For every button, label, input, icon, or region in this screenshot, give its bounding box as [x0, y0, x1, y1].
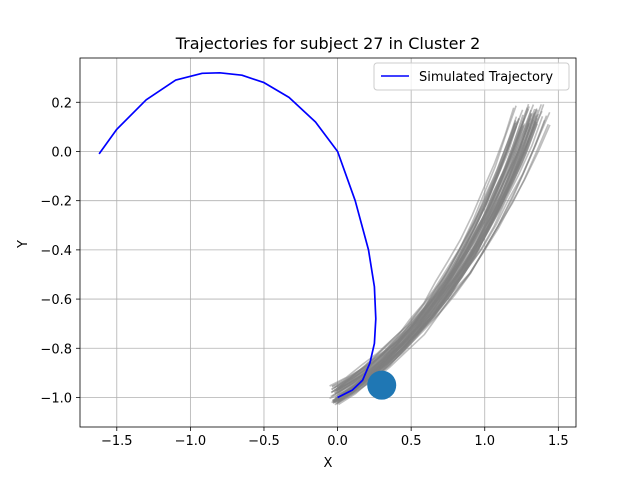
- y-tick-label: 0.2: [51, 96, 72, 111]
- observed-trajectory-line: [336, 114, 524, 402]
- observed-trajectory-line: [331, 122, 516, 391]
- observed-trajectory-line: [337, 125, 518, 389]
- observed-trajectories: [329, 103, 551, 406]
- legend-box: [373, 62, 570, 91]
- y-tick-label: −0.6: [40, 293, 72, 308]
- simulated-trajectory-group: [98, 71, 377, 399]
- observed-trajectory-line: [334, 125, 524, 391]
- observed-trajectory-line: [333, 126, 535, 389]
- y-tick-label: −0.4: [40, 244, 72, 259]
- x-tick-label: −1.5: [101, 434, 133, 449]
- y-tick-label: −1.0: [40, 391, 72, 406]
- observed-trajectory-line: [332, 121, 519, 405]
- observed-trajectory-line: [334, 104, 535, 395]
- simulated-trajectory-line: [98, 71, 377, 399]
- legend-label-simulated: Simulated Trajectory: [419, 70, 553, 85]
- observed-trajectory-line: [337, 109, 532, 394]
- x-axis-label: X: [324, 456, 333, 471]
- observed-trajectory-line: [329, 121, 518, 387]
- x-tick-label: 1.0: [474, 434, 495, 449]
- observed-trajectory-line: [337, 119, 517, 400]
- observed-trajectory-line: [338, 116, 518, 389]
- plot-frame: [79, 57, 577, 428]
- marker-point: [367, 370, 397, 400]
- observed-trajectory-line: [335, 114, 538, 400]
- observed-trajectory-line: [332, 122, 517, 403]
- y-axis-label: Y: [16, 240, 31, 249]
- x-tick-label: 1.5: [548, 434, 569, 449]
- legend: Simulated Trajectory: [373, 62, 570, 91]
- y-tick-label: −0.8: [40, 342, 72, 357]
- observed-trajectory-line: [330, 118, 521, 394]
- marker-group: [367, 370, 397, 400]
- x-tick-label: −1.0: [175, 434, 207, 449]
- chart-title: Trajectories for subject 27 in Cluster 2: [175, 34, 481, 53]
- observed-trajectory-line: [337, 113, 540, 399]
- x-tick-label: −0.5: [248, 434, 280, 449]
- y-tick-label: 0.0: [51, 145, 72, 160]
- x-tick-label: 0.0: [327, 434, 348, 449]
- x-axis: −1.5 −1.0 −0.5 0.0 0.5 1.0 1.5: [101, 427, 569, 449]
- observed-trajectory-line: [336, 105, 517, 404]
- observed-trajectory-line: [331, 114, 532, 387]
- grid: [80, 58, 576, 427]
- y-tick-label: −0.2: [40, 195, 72, 210]
- observed-trajectory-line: [334, 109, 524, 395]
- y-axis: 0.2 0.0 −0.2 −0.4 −0.6 −0.8 −1.0: [40, 96, 80, 406]
- x-tick-label: 0.5: [401, 434, 422, 449]
- observed-trajectory-line: [338, 126, 517, 392]
- observed-trajectory-line: [332, 118, 520, 402]
